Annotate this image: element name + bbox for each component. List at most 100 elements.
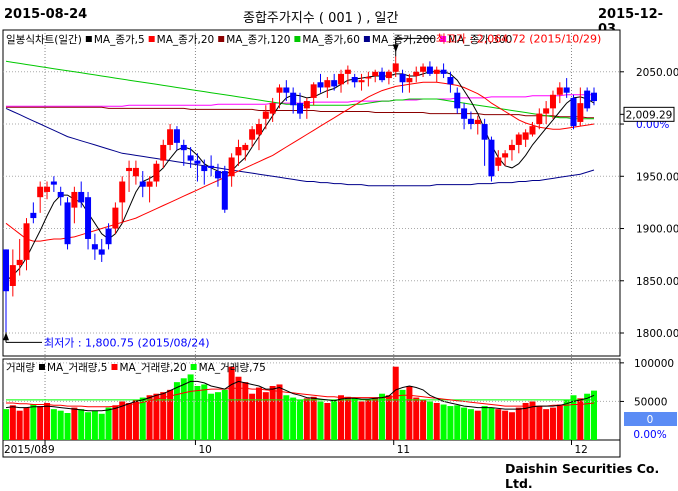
volume-tick-label: 100000 <box>634 358 674 370</box>
candle-body <box>591 92 597 102</box>
volume-bar <box>262 392 269 440</box>
candle-body <box>249 129 256 140</box>
legend-label: 거래량 <box>6 362 35 374</box>
legend-swatch <box>148 36 155 42</box>
candle-body <box>351 77 358 83</box>
volume-bar <box>420 399 427 440</box>
volume-bar <box>242 382 249 440</box>
candle-body <box>187 155 194 161</box>
volume-bar <box>392 366 399 440</box>
candle-body <box>331 80 338 87</box>
volume-bar <box>365 399 372 440</box>
legend-label: MA_종가,60 <box>302 34 360 46</box>
legend-swatch <box>218 36 225 42</box>
volume-bar <box>440 404 447 440</box>
volume-bar <box>515 407 522 440</box>
candle-body <box>283 87 290 93</box>
candle-body <box>16 259 23 266</box>
volume-bar <box>303 398 310 440</box>
low-annotation-label: 최저가 : 1,800.75 (2015/08/24) <box>44 336 210 349</box>
start-date: 2015-08-24 <box>4 7 88 22</box>
x-tick-label: 10 <box>198 444 211 456</box>
candle-body <box>324 80 331 88</box>
legend-swatch <box>363 36 370 42</box>
candle-body <box>502 153 509 158</box>
candle-body <box>556 87 563 95</box>
volume-bar <box>283 395 290 440</box>
volume-bar <box>591 390 597 440</box>
volume-tick-label: 50000 <box>634 396 667 408</box>
volume-bar <box>297 399 303 440</box>
price-tick-label: 0.00% <box>636 119 669 131</box>
candle-body <box>454 92 461 109</box>
price-tick-label: 1850.00 <box>636 276 678 288</box>
candle-body <box>344 69 351 74</box>
current-change-label: 0.00% <box>633 429 666 441</box>
candle-body <box>50 181 57 185</box>
volume-bar <box>194 386 201 440</box>
chart-title: 종합주가지수 ( 001 ) , 일간 <box>243 11 399 26</box>
candle-body <box>112 207 119 229</box>
legend-swatch <box>38 364 45 370</box>
volume-bar <box>71 407 78 440</box>
volume-bar <box>37 406 44 440</box>
volume-bar <box>536 406 543 440</box>
volume-bar <box>502 410 509 440</box>
candle-body <box>358 80 365 83</box>
volume-bar <box>9 405 16 440</box>
legend-label: MA_거래량,75 <box>199 362 266 374</box>
volume-bar <box>324 402 331 440</box>
candle-body <box>64 202 71 245</box>
volume-bar <box>570 395 577 440</box>
candle-body <box>467 118 474 125</box>
volume-bar <box>495 409 502 440</box>
volume-bar <box>23 407 30 440</box>
candle-body <box>481 124 488 140</box>
volume-bar <box>57 410 64 440</box>
volume-bar <box>235 376 242 440</box>
price-tick-label: 1900.00 <box>636 224 678 236</box>
volume-bar <box>481 406 488 440</box>
candle-body <box>426 66 433 74</box>
high-annotation-label: 최고가 : 2,064.72 (2015/10/29) <box>436 32 602 45</box>
candle-body <box>303 101 310 109</box>
candle-body <box>290 92 297 106</box>
candle-body <box>167 129 174 145</box>
volume-bar <box>139 397 146 440</box>
candle-body <box>139 181 146 187</box>
candle-body <box>160 144 167 161</box>
candle-body <box>78 191 85 203</box>
candle-body <box>433 69 440 74</box>
candle-body <box>85 197 92 239</box>
volume-bar <box>98 413 105 440</box>
candle-body <box>98 249 105 255</box>
candle-body <box>91 244 98 250</box>
volume-bar <box>214 392 221 440</box>
candle-body <box>317 82 324 88</box>
volume-bar <box>454 405 461 440</box>
candle-body <box>153 163 160 182</box>
candle-body <box>440 69 447 74</box>
current-volume-box <box>624 412 677 426</box>
candle-body <box>3 249 9 292</box>
volume-bar <box>577 398 584 440</box>
volume-bar <box>85 412 92 440</box>
candle-body <box>495 157 502 166</box>
candle-body <box>71 191 78 208</box>
volume-bar <box>474 410 481 440</box>
candle-body <box>563 87 570 93</box>
volume-bar <box>488 407 495 440</box>
legend-swatch <box>440 36 447 42</box>
candle-body <box>413 71 420 76</box>
brand-footer: Daishin Securities Co. Ltd. <box>505 461 660 491</box>
current-value-box <box>623 106 675 122</box>
candle-body <box>194 160 201 164</box>
volume-bar <box>467 409 474 440</box>
x-axis-band <box>2 439 621 458</box>
candle-body <box>119 181 126 203</box>
candle-body <box>9 265 16 286</box>
candle-body <box>508 144 515 151</box>
current-volume-label: 0 <box>647 414 654 426</box>
ma-line-ma200 <box>5 107 595 187</box>
candle-body <box>105 228 112 245</box>
